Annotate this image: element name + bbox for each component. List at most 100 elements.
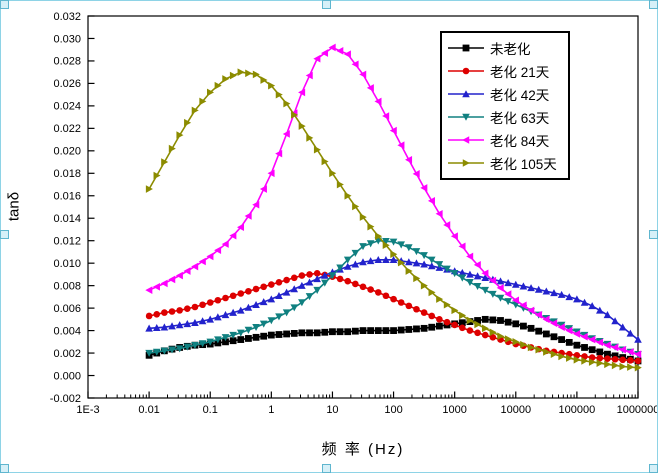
marker-triangle-down [290, 304, 299, 312]
marker-triangle-left [466, 252, 474, 261]
marker-triangle-right [634, 363, 642, 372]
marker-triangle-up [550, 289, 558, 297]
marker-triangle-left [573, 330, 581, 338]
marker-triangle-up [206, 315, 215, 323]
selection-handle-bottom-left[interactable] [0, 464, 9, 473]
marker-triangle-right [283, 99, 291, 108]
selection-handle-top-left[interactable] [0, 0, 9, 9]
legend-box: 未老化 老化 21天 老化 42天 老化 63天 老化 84天 老化 105天 [440, 31, 570, 180]
marker-triangle-up [588, 302, 596, 310]
marker-square [313, 329, 321, 337]
marker-triangle-left [236, 223, 245, 232]
x-axis-label: 频 率 (Hz) [321, 441, 405, 458]
marker-square [420, 324, 428, 332]
marker-triangle-right [481, 324, 490, 333]
marker-triangle-down [397, 241, 405, 249]
marker-triangle-right [474, 320, 482, 329]
marker-square [390, 327, 397, 334]
marker-triangle-up [298, 281, 306, 289]
marker-triangle-right [443, 300, 451, 309]
marker-triangle-right [504, 335, 512, 343]
marker-triangle-right [512, 338, 520, 346]
marker-triangle-down [221, 334, 230, 342]
marker-circle [176, 307, 183, 314]
selection-handle-middle-right[interactable] [649, 230, 658, 239]
selection-handle-middle-left[interactable] [0, 230, 9, 239]
marker-triangle-up [534, 285, 543, 293]
marker-triangle-left [168, 275, 176, 284]
marker-square [260, 332, 268, 340]
marker-triangle-up [259, 298, 268, 306]
marker-triangle-down [462, 113, 470, 121]
marker-triangle-right [489, 328, 497, 337]
marker-triangle-right [588, 358, 596, 366]
y-tick-label: -0.002 [50, 393, 81, 405]
marker-triangle-up [321, 271, 329, 279]
y-tick-label: 0.032 [53, 11, 81, 23]
marker-square [245, 335, 252, 342]
marker-circle [634, 357, 642, 365]
marker-triangle-left [458, 242, 466, 251]
marker-triangle-right [604, 360, 612, 369]
series-老化 105天 [145, 68, 642, 372]
marker-circle [489, 334, 497, 341]
marker-square [535, 327, 543, 335]
marker-triangle-down [313, 286, 321, 294]
marker-triangle-up [152, 323, 161, 332]
selection-handle-top-right[interactable] [649, 0, 658, 9]
legend-label: 老化 42天 [490, 87, 550, 103]
marker-triangle-right [260, 76, 268, 84]
marker-triangle-down [259, 320, 268, 328]
marker-triangle-right [436, 295, 444, 303]
marker-triangle-up [618, 323, 627, 331]
selection-handle-bottom-center[interactable] [322, 464, 331, 473]
marker-triangle-left [397, 141, 405, 150]
marker-triangle-down [168, 346, 176, 354]
marker-square [611, 352, 619, 360]
marker-triangle-up [214, 313, 222, 321]
marker-square [336, 328, 344, 336]
marker-triangle-left [244, 212, 252, 220]
legend-entry: 老化 42天 [447, 82, 563, 105]
marker-triangle-left [496, 284, 504, 292]
marker-circle [268, 281, 275, 288]
marker-triangle-left [160, 279, 168, 288]
legend-swatch [448, 67, 484, 74]
marker-circle [145, 312, 153, 320]
marker-triangle-up [183, 320, 192, 328]
marker-triangle-right [581, 357, 589, 365]
marker-square [237, 336, 245, 343]
marker-triangle-down [328, 272, 337, 280]
marker-circle [252, 285, 260, 293]
marker-triangle-right [520, 340, 528, 349]
marker-circle [222, 294, 229, 302]
y-tick-label: 0.022 [53, 123, 81, 135]
marker-triangle-up [565, 293, 574, 301]
marker-square [435, 322, 443, 330]
selection-handle-top-center[interactable] [322, 0, 331, 9]
marker-triangle-up [221, 311, 230, 319]
marker-circle [283, 276, 290, 284]
marker-circle [290, 274, 298, 282]
marker-triangle-left [588, 335, 596, 344]
y-tick-label: 0.018 [53, 168, 81, 180]
legend-entry: 老化 63天 [447, 105, 563, 128]
marker-triangle-up [305, 278, 314, 286]
marker-triangle-up [290, 285, 299, 293]
marker-triangle-right [245, 69, 253, 78]
marker-triangle-left [557, 323, 565, 332]
marker-triangle-up [244, 303, 253, 311]
marker-square [542, 330, 550, 338]
marker-triangle-left [511, 296, 520, 305]
marker-circle [604, 355, 611, 362]
x-tick-label: 1 [268, 404, 274, 416]
marker-circle [374, 289, 382, 296]
marker-triangle-down [275, 313, 283, 321]
marker-circle [229, 292, 237, 300]
marker-circle [206, 299, 214, 306]
marker-triangle-left [275, 149, 283, 158]
selection-handle-bottom-right[interactable] [649, 464, 658, 473]
marker-triangle-up [611, 317, 619, 325]
marker-triangle-down [305, 293, 314, 301]
marker-square [306, 329, 313, 337]
